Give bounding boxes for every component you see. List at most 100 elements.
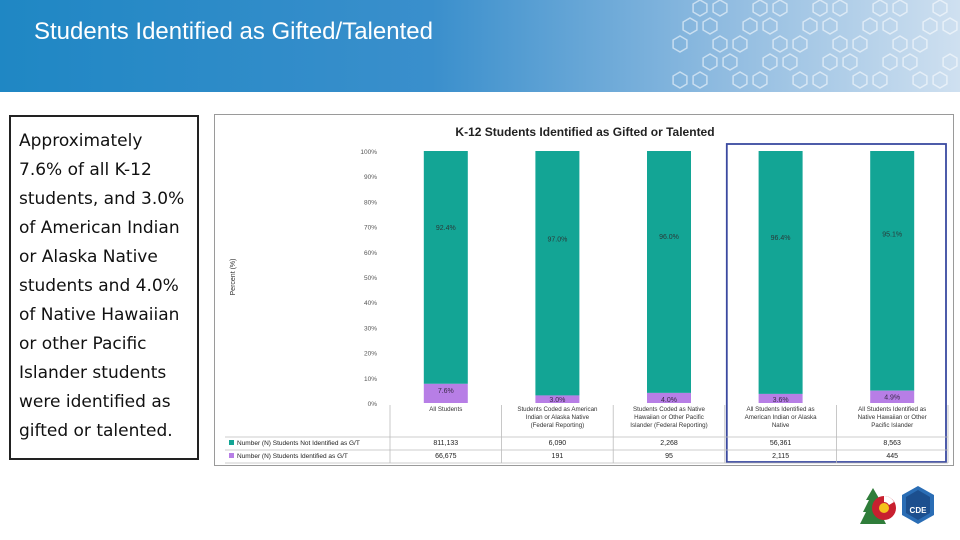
data-label-not-identified: 92.4% (436, 225, 456, 232)
hexagon-shape (742, 17, 758, 35)
hexagon-shape (672, 35, 688, 53)
hexagon-shape (812, 71, 828, 89)
stacked-bar-chart: K-12 Students Identified as Gifted or Ta… (225, 125, 949, 464)
category-label: Pacific Islander (871, 422, 913, 429)
summary-text: Approximately 7.6% of all K-12 students,… (19, 131, 185, 441)
y-tick-label: 90% (364, 174, 377, 181)
page-title: Students Identified as Gifted/Talented (34, 18, 433, 45)
hexagon-shape (812, 0, 828, 17)
cde-logo-icon: CDE (860, 486, 934, 524)
category-label: Students Coded as American (517, 406, 598, 413)
hexagon-shape (832, 35, 848, 53)
hexagon-shape (922, 17, 938, 35)
hexagon-shape (762, 17, 778, 35)
category-label: Native Hawaiian or Other (858, 414, 927, 421)
hexagon-shape (882, 53, 898, 71)
hexagon-shape (712, 35, 728, 53)
hexagon-shape (772, 0, 788, 17)
hexagon-shape (782, 53, 798, 71)
category-label: All Students Identified as (747, 406, 815, 413)
bar-identified (423, 383, 468, 403)
legend-label-not-identified: Number (N) Students Not Identified as G/… (237, 440, 360, 447)
hexagon-shape (702, 17, 718, 35)
hexagon-shape (802, 17, 818, 35)
bar-not-identified (870, 151, 915, 391)
y-tick-label: 30% (364, 325, 377, 332)
hexagon-shape (672, 71, 688, 89)
category-label: Native (772, 422, 790, 429)
hexagon-shape (732, 71, 748, 89)
summary-box: Approximately 7.6% of all K-12 students,… (9, 115, 199, 460)
hexagon-shape (792, 71, 808, 89)
hexagon-shape (792, 35, 808, 53)
hexagon-shape (852, 35, 868, 53)
category-label: Islander (Federal Reporting) (630, 422, 707, 429)
category-label: Indian or Alaska Native (526, 414, 590, 421)
data-label-not-identified: 97.0% (547, 236, 567, 243)
category-label: American Indian or Alaska (745, 414, 817, 421)
header-banner: Students Identified as Gifted/Talented (0, 0, 960, 92)
svg-text:CDE: CDE (910, 506, 928, 515)
hexagon-shape (882, 17, 898, 35)
hexagon-shape (872, 0, 888, 17)
bar-not-identified (535, 151, 580, 396)
hexagon-shape (862, 17, 878, 35)
bar-identified (647, 392, 691, 403)
data-label-identified: 7.6% (438, 388, 454, 395)
hexagon-pattern-icon (672, 0, 958, 89)
table-value-not-identified: 8,563 (883, 440, 901, 447)
bar-identified (758, 393, 803, 403)
data-label-identified: 4.9% (884, 395, 900, 402)
data-label-identified: 3.6% (773, 397, 789, 404)
bar-identified (870, 390, 915, 403)
category-label: All Students (429, 406, 462, 413)
bar-identified (535, 395, 580, 403)
bar-not-identified (647, 151, 691, 393)
data-label-identified: 4.0% (661, 397, 677, 404)
hexagon-shape (692, 71, 708, 89)
hexagon-shape (752, 0, 768, 17)
y-axis-label: Percent (%) (230, 259, 237, 296)
hexagon-shape (872, 71, 888, 89)
category-label: Hawaiian or Other Pacific (634, 414, 704, 421)
hexagon-shape (892, 35, 908, 53)
hexagon-shape (762, 53, 778, 71)
hexagon-shape (942, 17, 958, 35)
y-tick-label: 10% (364, 376, 377, 383)
y-tick-label: 70% (364, 225, 377, 232)
chart-title: K-12 Students Identified as Gifted or Ta… (455, 125, 714, 139)
data-label-not-identified: 96.0% (659, 234, 679, 241)
y-tick-label: 80% (364, 199, 377, 206)
hexagon-shape (692, 0, 708, 17)
table-value-identified: 66,675 (435, 453, 457, 460)
hexagon-shape (852, 71, 868, 89)
table-value-not-identified: 6,090 (549, 440, 567, 447)
data-label-not-identified: 96.4% (771, 235, 791, 242)
legend-swatch-not-identified (229, 440, 234, 445)
hexagon-shape (912, 71, 928, 89)
table-value-not-identified: 56,361 (770, 440, 792, 447)
bar-not-identified (758, 151, 803, 394)
table-value-not-identified: 811,133 (433, 440, 458, 447)
hexagon-shape (822, 53, 838, 71)
y-tick-label: 50% (364, 275, 377, 282)
data-label-not-identified: 95.1% (882, 232, 902, 239)
hexagon-shape (732, 35, 748, 53)
hexagon-shape (912, 35, 928, 53)
category-label: (Federal Reporting) (531, 422, 585, 429)
y-tick-label: 60% (364, 250, 377, 257)
bar-not-identified (423, 151, 468, 384)
hexagon-shape (682, 17, 698, 35)
category-label: Students Coded as Native (633, 406, 705, 413)
hexagon-shape (722, 53, 738, 71)
y-tick-label: 40% (364, 300, 377, 307)
legend-swatch-identified (229, 453, 234, 458)
table-value-identified: 2,115 (772, 453, 789, 460)
table-value-identified: 445 (886, 453, 898, 460)
hexagon-shape (842, 53, 858, 71)
y-tick-label: 0% (368, 401, 378, 408)
hexagon-shape (932, 0, 948, 17)
table-value-identified: 191 (552, 453, 564, 460)
y-tick-label: 100% (360, 149, 377, 156)
legend-label-identified: Number (N) Students Identified as G/T (237, 453, 348, 460)
